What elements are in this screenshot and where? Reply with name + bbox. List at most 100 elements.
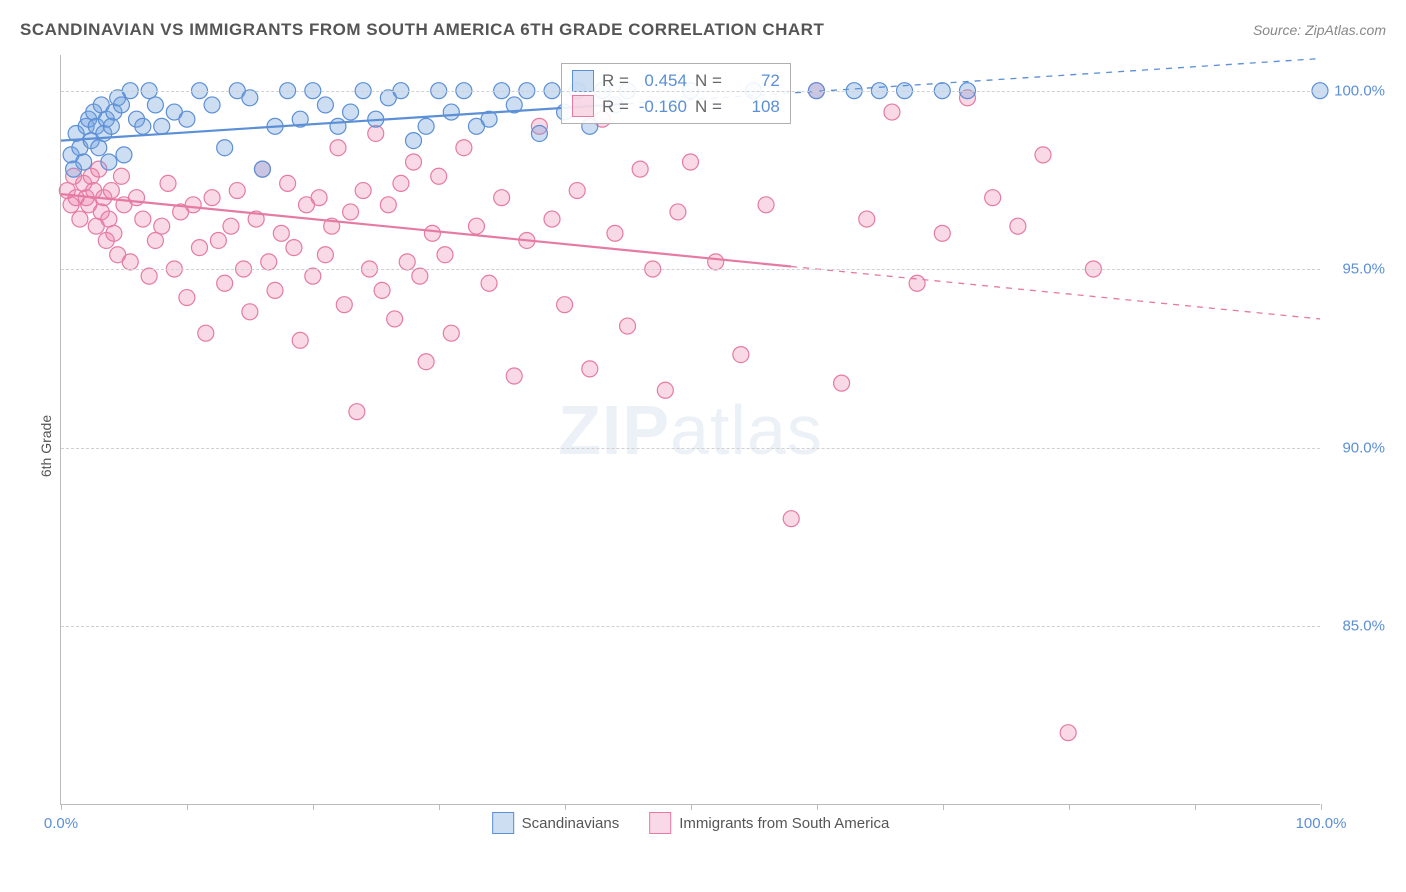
data-point bbox=[406, 154, 422, 170]
data-point bbox=[506, 368, 522, 384]
data-point bbox=[1060, 725, 1076, 741]
data-point bbox=[708, 254, 724, 270]
data-point bbox=[154, 218, 170, 234]
legend-label-a: Scandinavians bbox=[522, 815, 620, 832]
x-tick bbox=[1321, 804, 1322, 810]
y-axis-label: 6th Grade bbox=[38, 415, 54, 477]
data-point bbox=[330, 118, 346, 134]
r-value-b: -0.160 bbox=[637, 94, 687, 120]
y-tick-label: 95.0% bbox=[1342, 261, 1385, 278]
x-tick bbox=[817, 804, 818, 810]
data-point bbox=[160, 175, 176, 191]
data-point bbox=[135, 118, 151, 134]
data-point bbox=[223, 218, 239, 234]
data-point bbox=[544, 211, 560, 227]
data-point bbox=[909, 275, 925, 291]
data-point bbox=[406, 133, 422, 149]
data-point bbox=[884, 104, 900, 120]
data-point bbox=[179, 111, 195, 127]
data-point bbox=[191, 240, 207, 256]
data-point bbox=[135, 211, 151, 227]
data-point bbox=[443, 325, 459, 341]
data-point bbox=[122, 254, 138, 270]
data-point bbox=[141, 268, 157, 284]
data-point bbox=[418, 354, 434, 370]
y-tick-label: 85.0% bbox=[1342, 618, 1385, 635]
data-point bbox=[985, 190, 1001, 206]
data-point bbox=[101, 211, 117, 227]
data-point bbox=[76, 154, 92, 170]
data-point bbox=[280, 175, 296, 191]
data-point bbox=[129, 190, 145, 206]
x-tick bbox=[187, 804, 188, 810]
data-point bbox=[431, 168, 447, 184]
plot-svg bbox=[61, 55, 1320, 804]
x-tick-label: 0.0% bbox=[44, 815, 78, 832]
data-point bbox=[934, 225, 950, 241]
data-point bbox=[91, 140, 107, 156]
data-point bbox=[437, 247, 453, 263]
data-point bbox=[286, 240, 302, 256]
n-value-a: 72 bbox=[730, 68, 780, 94]
y-tick-label: 100.0% bbox=[1334, 82, 1385, 99]
data-point bbox=[72, 211, 88, 227]
chart-header: SCANDINAVIAN VS IMMIGRANTS FROM SOUTH AM… bbox=[20, 20, 1386, 40]
x-tick bbox=[1069, 804, 1070, 810]
data-point bbox=[393, 175, 409, 191]
gridline bbox=[61, 269, 1320, 270]
data-point bbox=[582, 361, 598, 377]
stats-row-scandinavians: R = 0.454 N = 72 bbox=[572, 68, 780, 94]
data-point bbox=[311, 190, 327, 206]
data-point bbox=[670, 204, 686, 220]
data-point bbox=[569, 183, 585, 199]
data-point bbox=[632, 161, 648, 177]
data-point bbox=[330, 140, 346, 156]
data-point bbox=[859, 211, 875, 227]
data-point bbox=[336, 297, 352, 313]
data-point bbox=[368, 125, 384, 141]
legend-swatch-a bbox=[492, 812, 514, 834]
data-point bbox=[620, 318, 636, 334]
data-point bbox=[424, 225, 440, 241]
data-point bbox=[783, 511, 799, 527]
chart-title: SCANDINAVIAN VS IMMIGRANTS FROM SOUTH AM… bbox=[20, 20, 824, 40]
stats-swatch-a bbox=[572, 70, 594, 92]
data-point bbox=[305, 268, 321, 284]
x-tick bbox=[943, 804, 944, 810]
stats-swatch-b bbox=[572, 95, 594, 117]
data-point bbox=[1010, 218, 1026, 234]
data-point bbox=[154, 118, 170, 134]
data-point bbox=[229, 183, 245, 199]
data-point bbox=[217, 140, 233, 156]
data-point bbox=[106, 225, 122, 241]
data-point bbox=[204, 97, 220, 113]
x-tick bbox=[313, 804, 314, 810]
data-point bbox=[494, 190, 510, 206]
data-point bbox=[355, 183, 371, 199]
y-tick-label: 90.0% bbox=[1342, 439, 1385, 456]
trend-line-dashed bbox=[791, 267, 1320, 319]
r-value-a: 0.454 bbox=[637, 68, 687, 94]
data-point bbox=[380, 197, 396, 213]
data-point bbox=[343, 104, 359, 120]
data-point bbox=[113, 168, 129, 184]
data-point bbox=[317, 97, 333, 113]
data-point bbox=[481, 275, 497, 291]
x-tick bbox=[61, 804, 62, 810]
data-point bbox=[443, 104, 459, 120]
gridline bbox=[61, 448, 1320, 449]
x-tick bbox=[1195, 804, 1196, 810]
data-point bbox=[254, 161, 270, 177]
data-point bbox=[456, 140, 472, 156]
legend-item-scandinavians: Scandinavians bbox=[492, 812, 620, 834]
x-tick bbox=[439, 804, 440, 810]
x-tick bbox=[691, 804, 692, 810]
data-point bbox=[387, 311, 403, 327]
data-point bbox=[292, 332, 308, 348]
data-point bbox=[217, 275, 233, 291]
gridline bbox=[61, 626, 1320, 627]
data-point bbox=[317, 247, 333, 263]
x-tick bbox=[565, 804, 566, 810]
data-point bbox=[204, 190, 220, 206]
data-point bbox=[261, 254, 277, 270]
